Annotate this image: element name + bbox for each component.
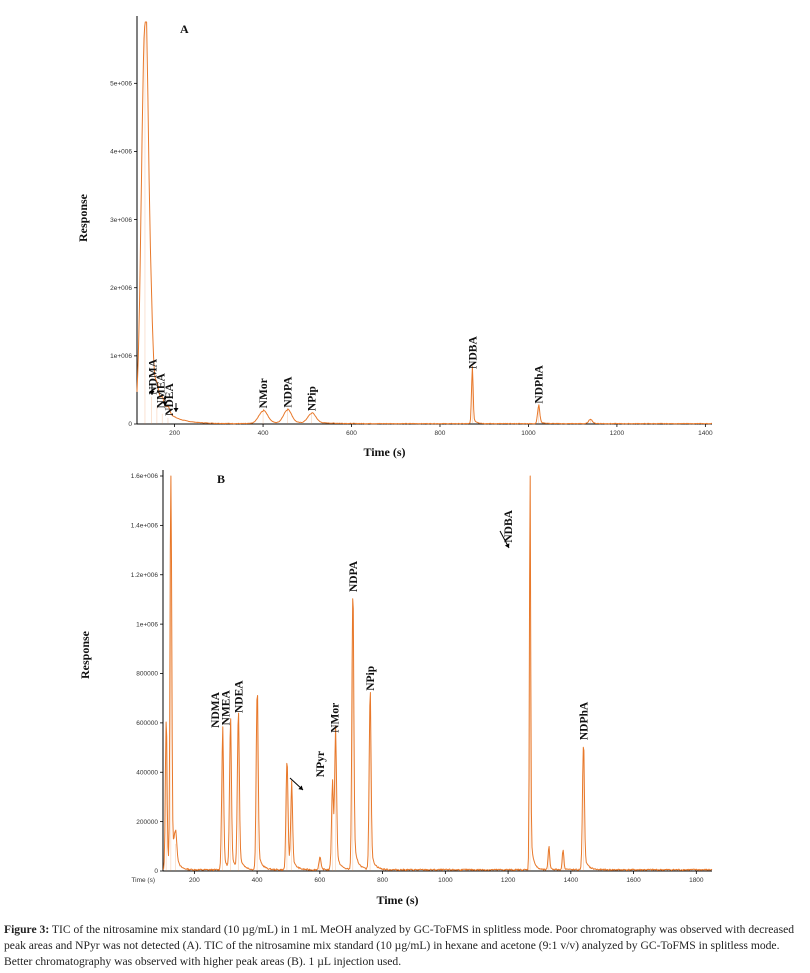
arrowhead-icon [149,391,155,395]
panel-label: A [180,22,189,36]
arrowhead-icon [298,785,303,790]
y-tick-label: 1.2e+006 [131,572,159,579]
x-tick-label: 200 [189,877,200,884]
y-tick-label: 1.6e+006 [131,473,159,480]
y-tick-label: 0 [154,868,158,875]
y-tick-label: 800000 [136,671,158,678]
figure: 0 1e+006 2e+006 3e+006 4e+006 5e+006 200 400 600… [76,16,713,907]
caption-label: Figure 3: [4,923,50,936]
x-tick-label: 600 [346,430,357,437]
x-tick-label: 1800 [689,877,704,884]
chromatogram-trace [136,21,712,425]
chart-b: 0 200000 400000 600000 800000 1e+006 1.2e+006 1… [78,470,713,907]
x-axis-title: Time (s) [363,445,405,459]
x-tick-label: 1200 [501,877,516,884]
x-tick-label: 1000 [521,430,536,437]
peak-annotation: NDEA [164,383,176,416]
y-tick-label: 2e+006 [110,285,132,292]
chart-a: 0 1e+006 2e+006 3e+006 4e+006 5e+006 200 400 600… [76,16,713,459]
peak-annotation: NMor [330,703,342,733]
x-tick-label: 1600 [626,877,641,884]
peak-annotation: NDPA [348,560,360,592]
peak-annotation: NDBA [467,336,479,369]
peak-annotation: NPyr [315,751,327,777]
y-tick-label: 4e+006 [110,149,132,156]
peak-annotation: NDEA [233,680,245,713]
peak-annotation: NMEA [155,372,167,408]
y-tick-label: 1e+006 [110,353,132,360]
arrowhead-icon [173,408,179,412]
x-tick-label: 800 [435,430,446,437]
panel-label: B [217,472,225,486]
x-tick-label: 800 [377,877,388,884]
y-tick-label: 1e+006 [136,621,158,628]
peak-annotation: NMor [258,378,270,408]
x-tick-label: 600 [314,877,325,884]
x-tick-label: 400 [252,877,263,884]
y-tick-label: 200000 [136,819,158,826]
x-tick-label: 1000 [438,877,453,884]
arrowhead-icon [504,543,510,548]
peak-annotation: NPip [365,666,377,691]
peak-annotation: NDPhA [578,701,590,740]
y-tick-label: 1.4e+006 [131,523,159,530]
chromatogram-trace [162,475,713,871]
peak-annotation: NDPhA [534,365,546,404]
peak-annotation: NDPA [282,376,294,408]
y-tick-label: 400000 [136,769,158,776]
x-tick-label: 1200 [610,430,625,437]
caption-text: TIC of the nitrosamine mix standard (10 … [4,923,795,968]
y-axis-title: Response [78,630,92,679]
peak-annotation: NDBA [503,509,515,542]
arrowhead-icon [162,402,168,406]
peak-annotation: NDMA [147,358,159,394]
x-tick-label: 1400 [698,430,713,437]
peak-annotation: NMEA [221,690,233,726]
y-tick-label: 0 [128,421,132,428]
y-axis-title: Response [76,193,90,242]
x-tick-label: 400 [258,430,269,437]
figure-caption: Figure 3: TIC of the nitrosamine mix sta… [4,922,806,970]
x-tick-label: 200 [169,430,180,437]
x-tick-label: 1400 [564,877,579,884]
peak-annotation: NPip [307,386,319,411]
x-axis-inline-label: Time (s) [131,877,155,884]
y-tick-label: 3e+006 [110,217,132,224]
y-tick-label: 600000 [136,720,158,727]
x-axis-title: Time (s) [376,893,418,907]
y-tick-label: 5e+006 [110,81,132,88]
peak-annotation: NDMA [210,691,222,727]
